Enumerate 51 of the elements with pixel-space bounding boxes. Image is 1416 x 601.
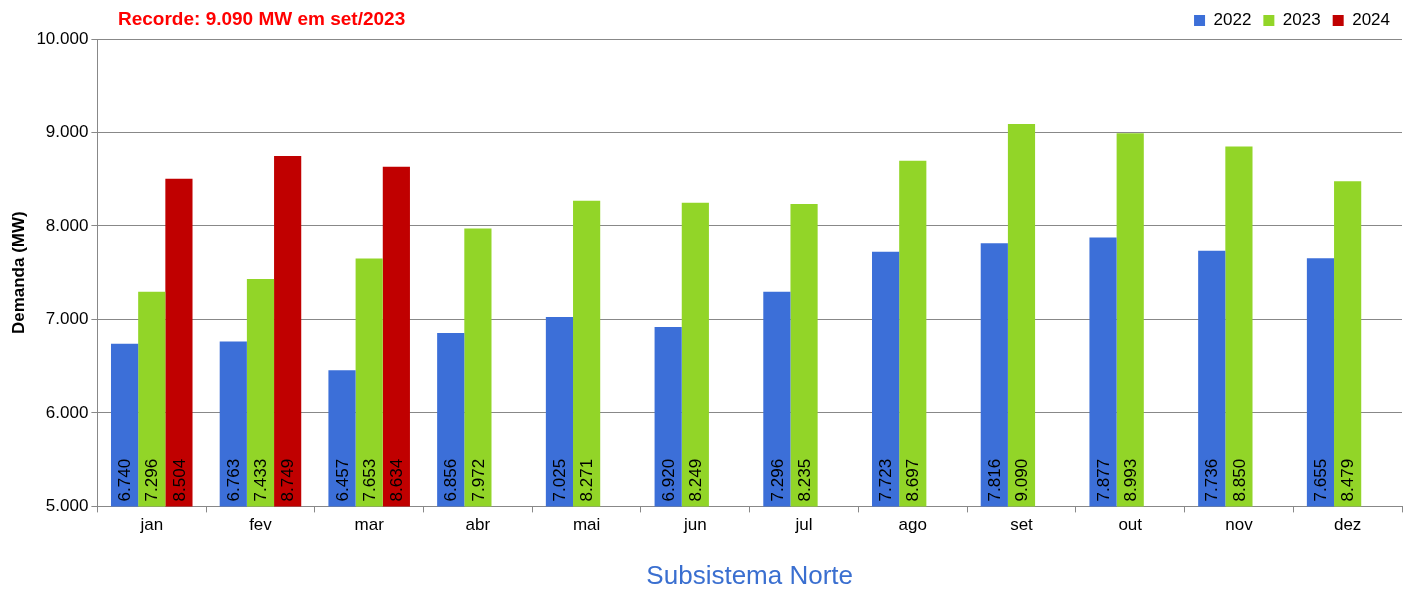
data-label: 8.993 [1120, 458, 1140, 502]
y-tick-label: 10.000 [36, 28, 89, 48]
y-tick-label: 5.000 [45, 496, 89, 516]
data-label: 6.457 [332, 458, 352, 502]
legend-label: 2022 [1213, 10, 1252, 30]
data-label: 7.816 [985, 458, 1004, 502]
y-axis-title: Demanda (MW) [8, 211, 28, 335]
data-label: 7.723 [876, 458, 896, 502]
x-tick-label: jun [683, 515, 707, 535]
chart-title: Recorde: 9.090 MW em set/2023 [118, 8, 406, 30]
data-label: 7.972 [468, 458, 488, 502]
y-tick-label: 8.000 [45, 215, 89, 235]
x-tick-label: dez [1333, 515, 1362, 535]
y-tick-label: 7.000 [45, 309, 89, 329]
data-label: 8.249 [686, 458, 706, 502]
data-label: 8.235 [794, 458, 814, 502]
x-tick-label: nov [1225, 515, 1254, 535]
y-tick-label: 9.000 [45, 122, 89, 142]
data-label: 9.090 [1012, 458, 1032, 502]
data-label: 8.634 [387, 458, 407, 502]
legend-label: 2024 [1352, 10, 1391, 30]
data-label: 7.296 [767, 458, 787, 502]
data-label: 7.736 [1202, 458, 1222, 502]
data-label: 6.740 [115, 458, 135, 502]
data-label: 7.296 [142, 458, 162, 502]
data-label: 8.479 [1338, 458, 1358, 502]
data-label: 8.749 [278, 458, 298, 502]
x-axis-title: Subsistema Norte [646, 559, 854, 590]
data-label: 6.763 [223, 458, 243, 502]
data-label: 7.655 [1311, 458, 1331, 502]
y-tick-label: 6.000 [45, 402, 89, 422]
x-tick-label: mai [572, 515, 601, 535]
x-tick-label: mar [354, 515, 385, 535]
x-tick-label: out [1118, 515, 1143, 535]
data-label: 7.433 [251, 458, 271, 502]
x-tick-label: jan [139, 515, 164, 535]
x-tick-label: ago [898, 515, 927, 535]
legend-label: 2023 [1282, 10, 1321, 30]
data-label: 7.877 [1093, 458, 1113, 502]
data-label: 6.920 [658, 458, 678, 502]
data-label: 8.850 [1229, 458, 1249, 502]
data-label: 7.025 [550, 458, 570, 502]
x-tick-label: fev [249, 515, 273, 535]
x-tick-label: jul [794, 515, 813, 535]
data-label: 8.271 [577, 458, 597, 502]
x-tick-label: set [1010, 515, 1034, 535]
data-label: 7.653 [359, 458, 379, 502]
data-label: 6.856 [441, 458, 461, 502]
data-label: 8.697 [903, 458, 923, 502]
x-tick-label: abr [465, 515, 491, 535]
data-label: 8.504 [169, 458, 189, 502]
